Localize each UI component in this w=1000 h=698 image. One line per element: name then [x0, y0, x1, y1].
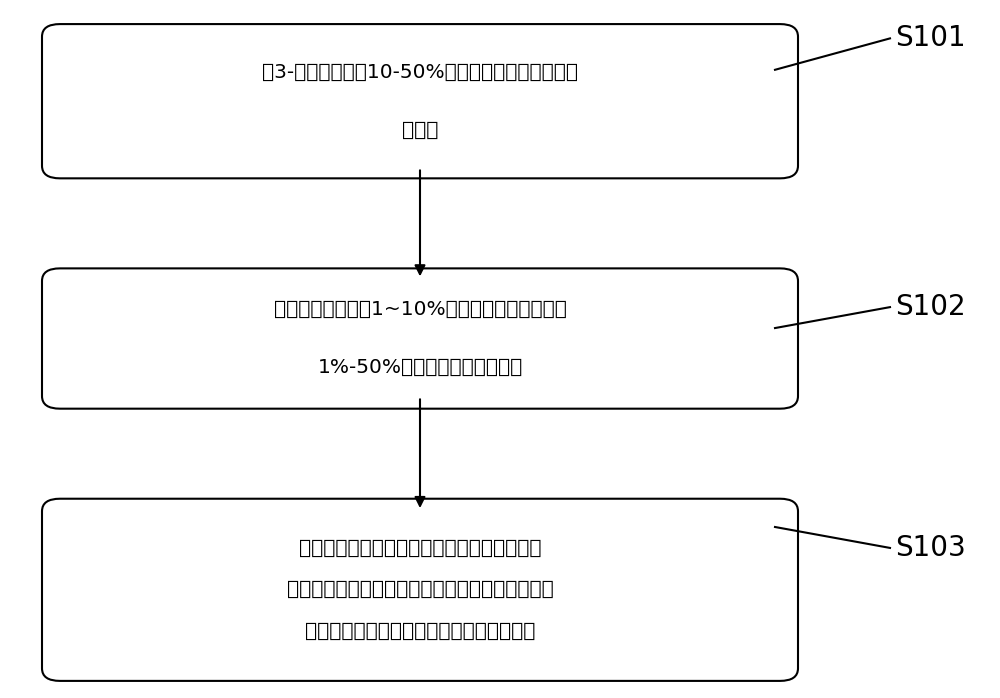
- Text: 将3-甲基吡啶溶于10-50%的乙酸溶液中以制备混合: 将3-甲基吡啶溶于10-50%的乙酸溶液中以制备混合: [262, 62, 578, 82]
- Text: S102: S102: [895, 293, 966, 321]
- Text: S103: S103: [895, 534, 966, 562]
- FancyBboxPatch shape: [42, 269, 798, 409]
- Text: 在混合溶液中加入1~10%质量分数的主催化剂和: 在混合溶液中加入1~10%质量分数的主催化剂和: [274, 299, 566, 319]
- Text: 1%-50%质量分数的助催化剂；: 1%-50%质量分数的助催化剂；: [317, 358, 523, 378]
- Text: 溶液；: 溶液；: [402, 121, 438, 140]
- FancyBboxPatch shape: [42, 498, 798, 681]
- Text: 室温后，减压蒸除乙酸，残余物加入水及酯类溶剂: 室温后，减压蒸除乙酸，残余物加入水及酯类溶剂: [287, 580, 553, 600]
- Text: S101: S101: [895, 24, 966, 52]
- Text: 溶解过滤，滤液分相后水层即为烟醛溶液。: 溶解过滤，滤液分相后水层即为烟醛溶液。: [305, 622, 535, 641]
- FancyBboxPatch shape: [42, 24, 798, 179]
- Text: 密闭充氧气并在预定条件下进行反应，冷却至: 密闭充氧气并在预定条件下进行反应，冷却至: [299, 538, 541, 558]
